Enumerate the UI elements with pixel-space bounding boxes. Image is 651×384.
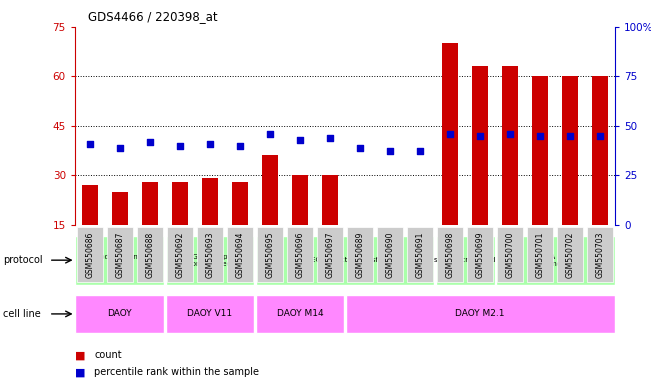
Text: DAOY V11: DAOY V11 [187,310,232,318]
Point [535,132,546,139]
Bar [532,76,548,225]
Bar [442,43,458,225]
Text: GSM550703: GSM550703 [596,231,605,278]
Text: ■: ■ [75,350,89,360]
Bar [381,225,398,228]
Point [235,142,245,149]
Bar [76,295,164,333]
Bar [495,236,615,285]
Point [145,139,155,145]
Text: GSM550700: GSM550700 [506,231,515,278]
Point [174,142,185,149]
Text: GSM550694: GSM550694 [236,231,245,278]
Bar [142,182,158,225]
Bar [81,185,98,225]
Text: protocol: protocol [3,255,43,265]
Text: DAOY M14: DAOY M14 [277,310,324,318]
Bar [472,66,488,225]
Bar [502,66,518,225]
Bar [292,175,309,225]
Bar [412,225,428,228]
Text: GSM550693: GSM550693 [206,231,214,278]
Point [295,137,305,143]
Bar [256,236,434,285]
Bar [562,76,579,225]
Text: ■: ■ [75,367,89,377]
Text: no modification (wild
type): no modification (wild type) [82,253,158,267]
Text: siRNA cMYC
silenced: siRNA cMYC silenced [534,254,577,266]
Text: GSM550692: GSM550692 [175,231,184,278]
Point [355,144,365,151]
Bar [256,295,344,333]
Bar [592,76,609,225]
Point [505,131,516,137]
Bar [232,182,248,225]
Point [115,144,125,151]
Text: GSM550688: GSM550688 [145,231,154,278]
Bar [436,236,495,285]
Text: GSM550701: GSM550701 [536,231,545,278]
Text: GSM550695: GSM550695 [266,231,275,278]
Text: siRNA scrambled: siRNA scrambled [434,257,496,263]
Bar [111,192,128,225]
Bar [172,182,188,225]
Point [265,131,275,137]
Text: GSM550686: GSM550686 [85,231,94,278]
Point [325,134,335,141]
Point [385,148,395,154]
Bar [165,236,255,285]
Point [475,132,485,139]
Text: GSM550690: GSM550690 [385,231,395,278]
Text: GSM550691: GSM550691 [415,231,424,278]
Text: GSM550702: GSM550702 [566,231,575,278]
Text: cell line: cell line [3,309,41,319]
Text: GSM550689: GSM550689 [355,231,365,278]
Bar [262,156,278,225]
Text: GSM550687: GSM550687 [115,231,124,278]
Text: count: count [94,350,122,360]
Bar [202,179,218,225]
Bar [165,295,255,333]
Point [565,132,575,139]
Text: GSM550696: GSM550696 [296,231,305,278]
Text: DAOY: DAOY [107,310,132,318]
Text: GSM550699: GSM550699 [476,231,484,278]
Text: pEGFP (empty)
vector-transfected: pEGFP (empty) vector-transfected [176,253,243,267]
Point [595,132,605,139]
Point [85,141,95,147]
Text: pMYCEGFP vector-transfected: pMYCEGFP vector-transfected [291,257,399,263]
Point [445,131,455,137]
Text: GSM550697: GSM550697 [326,231,335,278]
Bar [76,236,164,285]
Point [415,148,425,154]
Point [204,141,215,147]
Bar [346,295,615,333]
Bar [322,175,339,225]
Text: GDS4466 / 220398_at: GDS4466 / 220398_at [88,10,217,23]
Text: DAOY M2.1: DAOY M2.1 [455,310,505,318]
Text: GSM550698: GSM550698 [445,231,454,278]
Text: percentile rank within the sample: percentile rank within the sample [94,367,259,377]
